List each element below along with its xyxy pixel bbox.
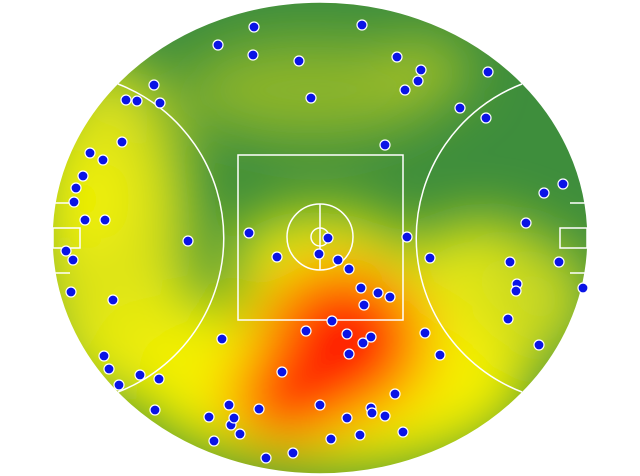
point	[253, 403, 265, 415]
point	[305, 92, 317, 104]
point	[412, 75, 424, 87]
point	[134, 369, 146, 381]
point	[67, 254, 79, 266]
point	[70, 182, 82, 194]
point	[98, 350, 110, 362]
point	[131, 95, 143, 107]
point	[533, 339, 545, 351]
point	[216, 333, 228, 345]
point	[113, 379, 125, 391]
point	[354, 429, 366, 441]
point	[424, 252, 436, 264]
point	[248, 21, 260, 33]
point	[434, 349, 446, 361]
point	[148, 79, 160, 91]
point	[103, 363, 115, 375]
point	[480, 112, 492, 124]
point	[325, 433, 337, 445]
point	[79, 214, 91, 226]
point	[60, 245, 72, 257]
point	[243, 227, 255, 239]
point	[379, 410, 391, 422]
point	[322, 232, 334, 244]
point	[234, 428, 246, 440]
point	[366, 407, 378, 419]
point	[149, 404, 161, 416]
point	[326, 315, 338, 327]
point	[99, 214, 111, 226]
point	[223, 399, 235, 411]
point	[482, 66, 494, 78]
point	[300, 325, 312, 337]
point	[415, 64, 427, 76]
point	[313, 248, 325, 260]
point	[389, 388, 401, 400]
point	[454, 102, 466, 114]
point	[520, 217, 532, 229]
point	[97, 154, 109, 166]
point	[343, 348, 355, 360]
point	[397, 426, 409, 438]
point	[343, 263, 355, 275]
point	[557, 178, 569, 190]
point	[287, 447, 299, 459]
point	[379, 139, 391, 151]
point	[293, 55, 305, 67]
point	[154, 97, 166, 109]
point	[399, 84, 411, 96]
field-lines	[51, 1, 589, 475]
point	[212, 39, 224, 51]
point	[341, 412, 353, 424]
point	[276, 366, 288, 378]
point	[228, 412, 240, 424]
point	[538, 187, 550, 199]
point	[391, 51, 403, 63]
point	[341, 328, 353, 340]
points	[60, 19, 589, 464]
point	[372, 287, 384, 299]
point	[356, 19, 368, 31]
point	[358, 299, 370, 311]
point	[384, 291, 396, 303]
point	[84, 147, 96, 159]
point	[107, 294, 119, 306]
point	[247, 49, 259, 61]
point	[357, 337, 369, 349]
point	[271, 251, 283, 263]
point	[153, 373, 165, 385]
point	[510, 285, 522, 297]
point	[203, 411, 215, 423]
point	[120, 94, 132, 106]
point	[208, 435, 220, 447]
point	[419, 327, 431, 339]
point	[314, 399, 326, 411]
point	[577, 282, 589, 294]
point	[401, 231, 413, 243]
point	[260, 452, 272, 464]
point	[365, 331, 377, 343]
point	[502, 313, 514, 325]
point	[504, 256, 516, 268]
point	[182, 235, 194, 247]
point	[355, 282, 367, 294]
point	[77, 170, 89, 182]
point	[65, 286, 77, 298]
point	[332, 254, 344, 266]
point	[553, 256, 565, 268]
point	[116, 136, 128, 148]
point	[68, 196, 80, 208]
